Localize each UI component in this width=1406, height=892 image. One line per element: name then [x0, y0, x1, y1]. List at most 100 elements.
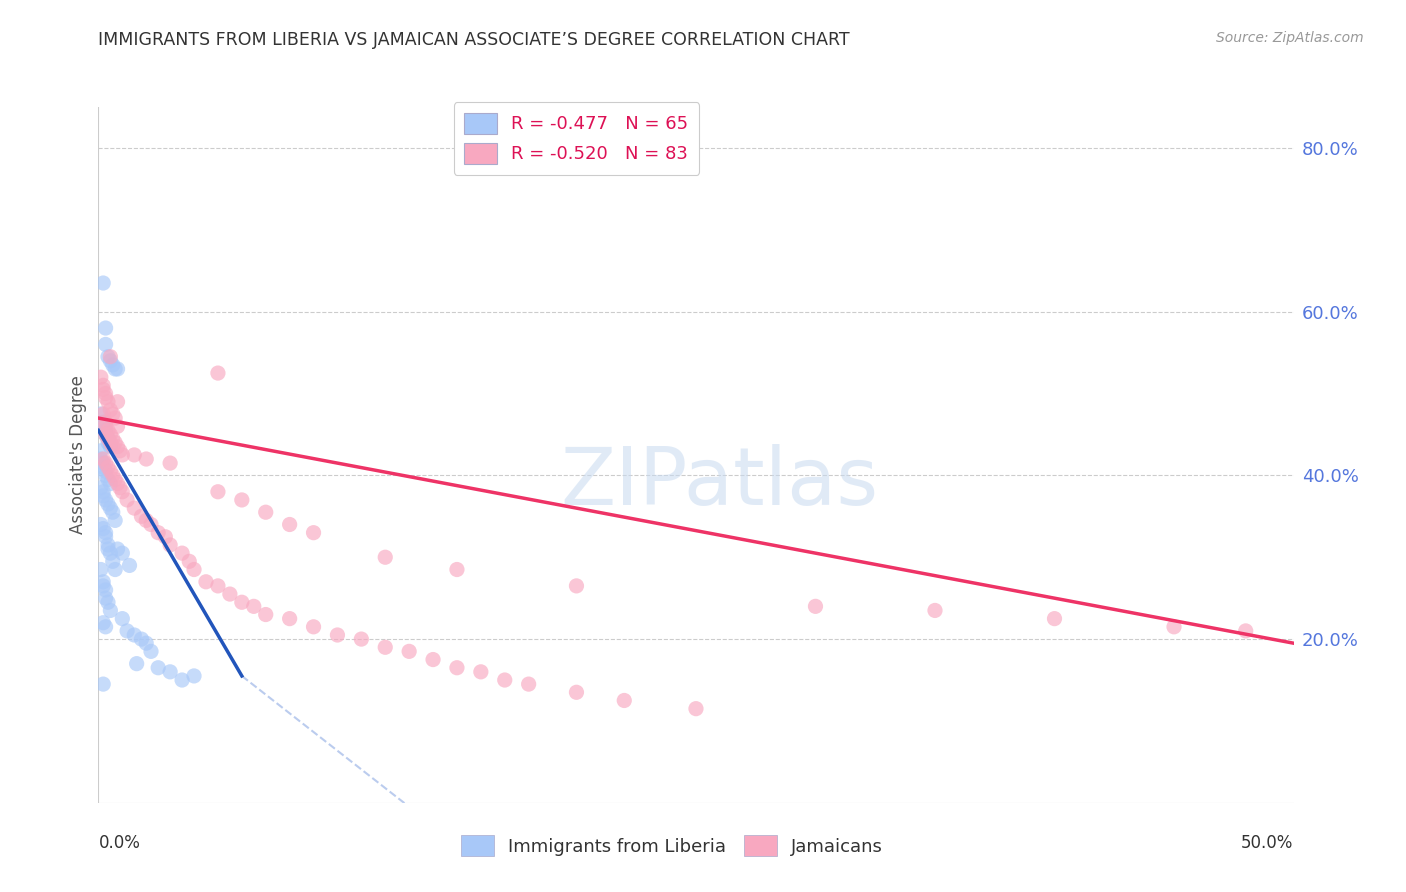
Point [94, 427, 117, 442]
Point [91, 415, 114, 429]
Point [172, 546, 194, 560]
Point [350, 632, 373, 646]
Point [90, 443, 112, 458]
Point [101, 554, 124, 568]
Point [243, 599, 266, 614]
Point [91, 522, 114, 536]
Point [91, 579, 114, 593]
Point [98, 350, 122, 364]
Point [613, 693, 636, 707]
Point [494, 673, 516, 687]
Point [98, 403, 122, 417]
Point [94, 337, 117, 351]
Point [91, 460, 114, 475]
Point [91, 677, 114, 691]
Point [302, 620, 325, 634]
Point [148, 661, 170, 675]
Point [91, 484, 114, 499]
Point [98, 353, 122, 368]
Point [111, 546, 134, 560]
Point [131, 632, 153, 646]
Point [98, 464, 122, 478]
Point [97, 423, 120, 437]
Point [104, 473, 127, 487]
Point [1234, 624, 1257, 638]
Point [565, 579, 588, 593]
Point [94, 464, 117, 478]
Point [111, 612, 134, 626]
Point [374, 550, 396, 565]
Point [104, 562, 127, 576]
Point [148, 525, 170, 540]
Point [91, 452, 114, 467]
Point [101, 440, 124, 454]
Text: IMMIGRANTS FROM LIBERIA VS JAMAICAN ASSOCIATE’S DEGREE CORRELATION CHART: IMMIGRANTS FROM LIBERIA VS JAMAICAN ASSO… [98, 31, 851, 49]
Point [194, 574, 218, 589]
Point [159, 456, 181, 470]
Point [98, 501, 122, 516]
Point [98, 440, 122, 454]
Point [91, 383, 114, 397]
Point [446, 562, 468, 576]
Point [118, 558, 141, 573]
Point [231, 492, 253, 507]
Point [94, 591, 117, 606]
Point [139, 644, 162, 658]
Point [94, 419, 117, 434]
Point [90, 407, 112, 421]
Point [90, 517, 112, 532]
Point [131, 509, 153, 524]
Point [159, 665, 181, 679]
Point [94, 525, 117, 540]
Point [98, 603, 122, 617]
Point [97, 595, 120, 609]
Point [179, 554, 201, 568]
Point [422, 652, 444, 666]
Point [685, 701, 707, 715]
Point [108, 481, 131, 495]
Point [91, 574, 114, 589]
Point [94, 468, 117, 483]
Point [97, 432, 120, 446]
Point [135, 513, 157, 527]
Point [302, 525, 325, 540]
Text: Source: ZipAtlas.com: Source: ZipAtlas.com [1216, 31, 1364, 45]
Point [94, 386, 117, 401]
Point [91, 456, 114, 470]
Point [94, 423, 117, 437]
Point [124, 501, 146, 516]
Point [139, 517, 162, 532]
Text: ZIPatlas: ZIPatlas [561, 443, 879, 522]
Point [804, 599, 827, 614]
Point [125, 657, 148, 671]
Point [91, 407, 114, 421]
Point [98, 435, 122, 450]
Point [91, 419, 114, 434]
Legend: Immigrants from Liberia, Jamaicans: Immigrants from Liberia, Jamaicans [454, 828, 890, 863]
Y-axis label: Associate's Degree: Associate's Degree [69, 376, 87, 534]
Point [94, 492, 117, 507]
Point [90, 370, 112, 384]
Point [124, 448, 146, 462]
Point [470, 665, 492, 679]
Point [90, 452, 112, 467]
Point [98, 427, 122, 442]
Point [97, 435, 120, 450]
Point [97, 394, 120, 409]
Point [98, 476, 122, 491]
Point [115, 624, 138, 638]
Point [97, 497, 120, 511]
Point [254, 505, 277, 519]
Point [101, 505, 124, 519]
Point [207, 579, 229, 593]
Point [94, 427, 117, 442]
Point [183, 562, 205, 576]
Point [398, 644, 420, 658]
Point [101, 407, 124, 421]
Point [94, 456, 117, 470]
Point [135, 452, 157, 467]
Point [94, 530, 117, 544]
Point [517, 677, 540, 691]
Point [101, 358, 124, 372]
Point [172, 673, 194, 687]
